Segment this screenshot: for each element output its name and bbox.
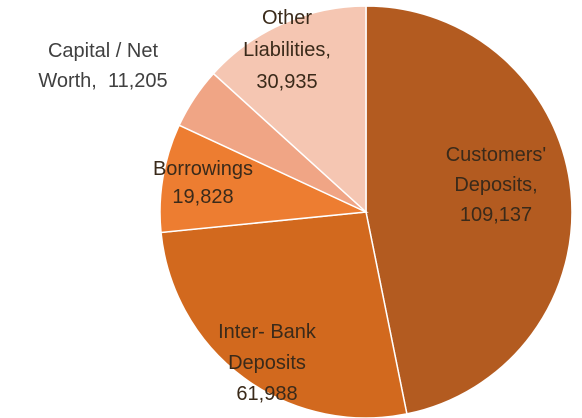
data-label-inter-bank-deposits: Inter- Bank Deposits 61,988 (218, 321, 317, 405)
data-label-line: Borrowings (153, 158, 253, 180)
data-label-line: Capital / Net (48, 40, 158, 62)
pie-slice-other-liabilities (212, 5, 367, 214)
data-label-line: Liabilities, (243, 39, 331, 61)
pie-labels: Customers' Deposits, 109,137 Inter- Bank Dep… (38, 7, 546, 405)
data-label-line: 61,988 (236, 383, 297, 405)
data-label-line: Inter- Bank (218, 321, 317, 343)
data-label-line: Deposits (228, 352, 306, 374)
pie-slice-borrowings (159, 124, 369, 234)
data-label-borrowings: Borrowings 19,828 (153, 158, 253, 208)
data-label-other-liabilities: Other Liabilities, 30,935 (243, 7, 331, 93)
data-label-capital-net-worth: Capital / Net Worth, 11,205 (38, 40, 167, 92)
data-label-line: 109,137 (460, 204, 532, 226)
data-label-line: 19,828 (172, 186, 233, 208)
data-label-line: Other (262, 7, 312, 29)
pie-slice-customers-deposits (365, 5, 573, 415)
pie-slices (159, 5, 573, 418)
data-label-line: Worth, 11,205 (38, 70, 167, 92)
data-label-line: Customers' (446, 144, 547, 166)
data-label-line: 30,935 (256, 71, 317, 93)
data-label-customers-deposits: Customers' Deposits, 109,137 (446, 144, 547, 226)
data-label-line: Deposits, (454, 174, 537, 196)
